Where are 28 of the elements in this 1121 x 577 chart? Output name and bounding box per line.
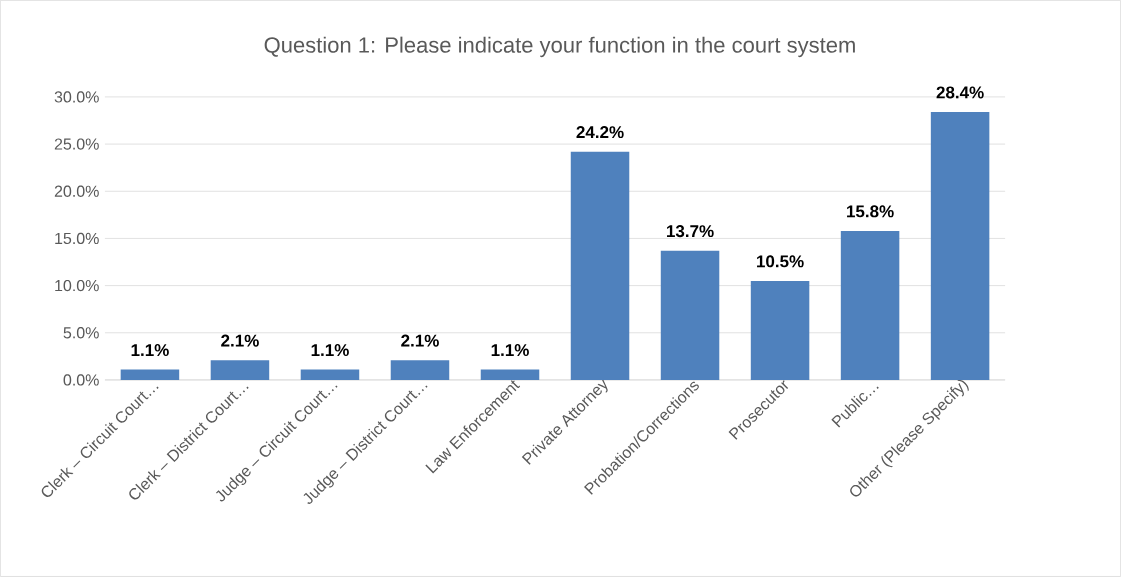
- y-tick-label: 25.0%: [54, 138, 99, 150]
- chart-title: Question 1: Please indicate your function in the court system: [264, 36, 855, 58]
- data-label: 13.7%: [667, 225, 714, 238]
- data-label: 1.1%: [311, 344, 349, 357]
- data-label: 28.4%: [936, 86, 984, 99]
- data-label: 15.8%: [847, 205, 894, 218]
- data-label: 10.5%: [757, 255, 804, 268]
- y-tick-label: 0.0%: [63, 374, 99, 386]
- bar: [210, 360, 270, 380]
- bar: [390, 360, 450, 380]
- bar: [750, 280, 810, 380]
- bar: [480, 369, 540, 380]
- bar: [570, 151, 630, 380]
- y-tick-label: 10.0%: [55, 279, 99, 292]
- data-label: 1.1%: [491, 344, 529, 357]
- y-tick-label: 30.0%: [54, 91, 99, 103]
- y-tick-label: 5.0%: [63, 327, 99, 339]
- y-tick-label: 20.0%: [54, 185, 99, 197]
- y-tick-label: 15.0%: [55, 232, 99, 245]
- bar: [930, 112, 990, 380]
- bar: [660, 250, 720, 380]
- data-label: 2.1%: [401, 334, 439, 347]
- data-label: 1.1%: [131, 344, 169, 357]
- data-label: 24.2%: [576, 126, 624, 139]
- bar: [300, 369, 360, 380]
- data-label: 2.1%: [221, 334, 259, 347]
- bar: [840, 230, 900, 380]
- bar: [120, 369, 180, 380]
